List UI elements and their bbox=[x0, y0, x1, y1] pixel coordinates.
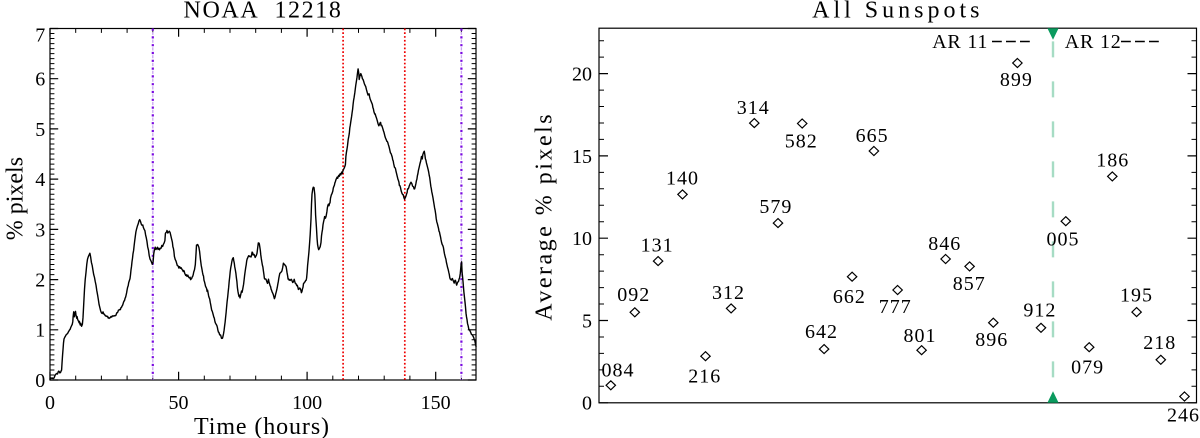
svg-text:0: 0 bbox=[582, 393, 592, 415]
svg-text:Time (hours): Time (hours) bbox=[194, 414, 330, 438]
svg-text:% pixels: % pixels bbox=[3, 157, 29, 240]
svg-text:AR 11: AR 11 bbox=[932, 31, 988, 53]
svg-text:312: 312 bbox=[712, 282, 745, 304]
svg-text:846: 846 bbox=[928, 233, 961, 255]
svg-text:AR 12: AR 12 bbox=[1065, 31, 1122, 53]
svg-text:662: 662 bbox=[833, 286, 866, 308]
svg-text:10: 10 bbox=[572, 228, 592, 250]
svg-text:005: 005 bbox=[1047, 229, 1080, 251]
svg-text:150: 150 bbox=[421, 392, 451, 414]
svg-text:079: 079 bbox=[1071, 356, 1104, 378]
svg-text:50: 50 bbox=[169, 392, 189, 414]
svg-text:3: 3 bbox=[35, 219, 45, 241]
svg-text:216: 216 bbox=[688, 366, 721, 388]
svg-text:896: 896 bbox=[975, 329, 1008, 351]
svg-text:857: 857 bbox=[953, 273, 986, 295]
svg-text:0: 0 bbox=[45, 392, 55, 414]
svg-text:642: 642 bbox=[805, 321, 838, 343]
svg-text:186: 186 bbox=[1096, 149, 1129, 171]
svg-text:1: 1 bbox=[35, 320, 45, 342]
svg-text:100: 100 bbox=[292, 392, 322, 414]
svg-text:246: 246 bbox=[1167, 405, 1200, 427]
svg-text:195: 195 bbox=[1120, 284, 1153, 306]
svg-text:899: 899 bbox=[1000, 69, 1033, 91]
svg-text:582: 582 bbox=[785, 131, 818, 153]
svg-text:0: 0 bbox=[35, 370, 45, 392]
svg-text:314: 314 bbox=[737, 97, 770, 119]
svg-text:2: 2 bbox=[35, 269, 45, 291]
svg-text:15: 15 bbox=[572, 146, 592, 168]
svg-text:6: 6 bbox=[35, 69, 45, 91]
svg-text:801: 801 bbox=[904, 325, 937, 347]
svg-text:218: 218 bbox=[1143, 332, 1176, 354]
svg-text:20: 20 bbox=[572, 64, 592, 86]
svg-text:777: 777 bbox=[879, 296, 912, 318]
svg-text:4: 4 bbox=[35, 169, 45, 191]
svg-text:665: 665 bbox=[856, 125, 889, 147]
svg-text:092: 092 bbox=[617, 284, 650, 306]
svg-text:5: 5 bbox=[582, 310, 592, 332]
svg-text:140: 140 bbox=[666, 167, 699, 189]
svg-text:Average % pixels: Average % pixels bbox=[532, 112, 558, 321]
svg-text:084: 084 bbox=[602, 360, 635, 382]
svg-text:NOAA 12218: NOAA 12218 bbox=[184, 0, 343, 24]
svg-text:131: 131 bbox=[641, 235, 674, 257]
svg-text:7: 7 bbox=[35, 25, 45, 47]
svg-text:579: 579 bbox=[759, 196, 792, 218]
svg-text:912: 912 bbox=[1023, 300, 1056, 322]
svg-text:5: 5 bbox=[35, 119, 45, 141]
svg-text:All Sunspots: All Sunspots bbox=[812, 0, 983, 24]
